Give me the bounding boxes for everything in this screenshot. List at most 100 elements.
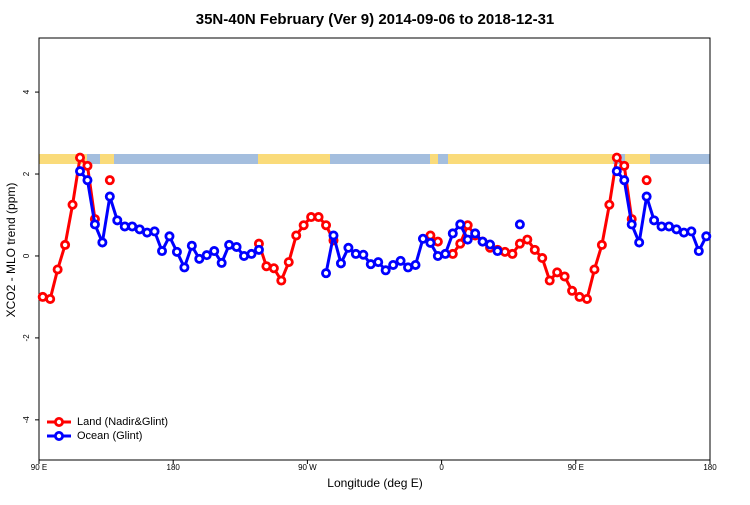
point <box>75 152 86 163</box>
point <box>432 236 443 247</box>
point <box>395 255 406 266</box>
point <box>447 228 458 239</box>
point <box>425 237 436 248</box>
point <box>246 248 257 259</box>
point <box>581 293 592 304</box>
point <box>619 175 630 186</box>
point <box>328 230 339 241</box>
point <box>619 160 630 171</box>
x-tick-label: 90 W <box>298 463 317 472</box>
legend-marker <box>54 416 65 427</box>
point <box>470 228 481 239</box>
point <box>112 215 123 226</box>
land-band <box>448 154 613 164</box>
point <box>75 166 86 177</box>
point <box>552 267 563 278</box>
y-tick-label: 4 <box>22 89 31 94</box>
land-band <box>100 154 114 164</box>
plot-frame <box>38 37 711 461</box>
y-tick-label: 0 <box>22 253 31 258</box>
point <box>216 257 227 268</box>
y-axis-label: XCO2 - MLO trend (ppm) <box>4 183 18 318</box>
point <box>373 257 384 268</box>
x-axis-label: Longitude (deg E) <box>327 476 422 490</box>
x-tick-label: 180 <box>703 463 717 472</box>
point <box>283 257 294 268</box>
point <box>641 175 652 186</box>
point <box>380 265 391 276</box>
point <box>626 219 637 230</box>
point <box>142 227 153 238</box>
point <box>522 234 533 245</box>
point <box>186 240 197 251</box>
point <box>529 244 540 255</box>
point <box>507 248 518 259</box>
point <box>298 220 309 231</box>
point <box>253 244 264 255</box>
y-tick-label: 2 <box>22 171 31 176</box>
point <box>455 238 466 249</box>
point <box>693 246 704 257</box>
point <box>201 250 212 261</box>
point <box>559 271 570 282</box>
land-band <box>430 154 438 164</box>
point <box>149 226 160 237</box>
ocean-band <box>39 154 710 164</box>
point <box>179 262 190 273</box>
x-tick-label: 90 E <box>31 463 47 472</box>
point <box>611 166 622 177</box>
point <box>537 253 548 264</box>
point <box>388 259 399 270</box>
point <box>209 246 220 257</box>
point <box>45 293 56 304</box>
point <box>641 191 652 202</box>
point <box>52 264 63 275</box>
point <box>604 199 615 210</box>
point <box>417 233 428 244</box>
legend-label: Ocean (Glint) <box>77 430 142 442</box>
x-tick-label: 180 <box>167 463 181 472</box>
point <box>544 275 555 286</box>
point <box>134 224 145 235</box>
point <box>462 234 473 245</box>
point <box>104 175 115 186</box>
point <box>276 275 287 286</box>
point <box>649 215 660 226</box>
point <box>82 175 93 186</box>
point <box>634 237 645 248</box>
point <box>410 259 421 270</box>
land-band <box>258 154 330 164</box>
point <box>268 263 279 274</box>
point <box>492 246 503 257</box>
point <box>89 219 100 230</box>
land-band <box>39 154 87 164</box>
chart-title: 35N-40N February (Ver 9) 2014-09-06 to 2… <box>196 11 555 28</box>
point <box>589 264 600 275</box>
surface-band <box>39 154 710 164</box>
point <box>678 227 689 238</box>
point <box>291 230 302 241</box>
legend-marker <box>54 430 65 441</box>
point <box>343 242 354 253</box>
x-tick-label: 0 <box>439 463 444 472</box>
land-band <box>625 154 650 164</box>
point <box>335 258 346 269</box>
point <box>321 268 332 279</box>
point <box>171 246 182 257</box>
point <box>104 191 115 202</box>
point <box>514 219 525 230</box>
y-tick-label: -2 <box>22 334 31 342</box>
y-tick-label: -4 <box>22 416 31 424</box>
point <box>611 152 622 163</box>
point <box>455 219 466 230</box>
point <box>231 241 242 252</box>
point <box>671 224 682 235</box>
point <box>485 239 496 250</box>
point <box>567 285 578 296</box>
legend-label: Land (Nadir&Glint) <box>77 416 168 428</box>
point <box>194 253 205 264</box>
point <box>313 212 324 223</box>
point <box>97 237 108 248</box>
point <box>67 199 78 210</box>
